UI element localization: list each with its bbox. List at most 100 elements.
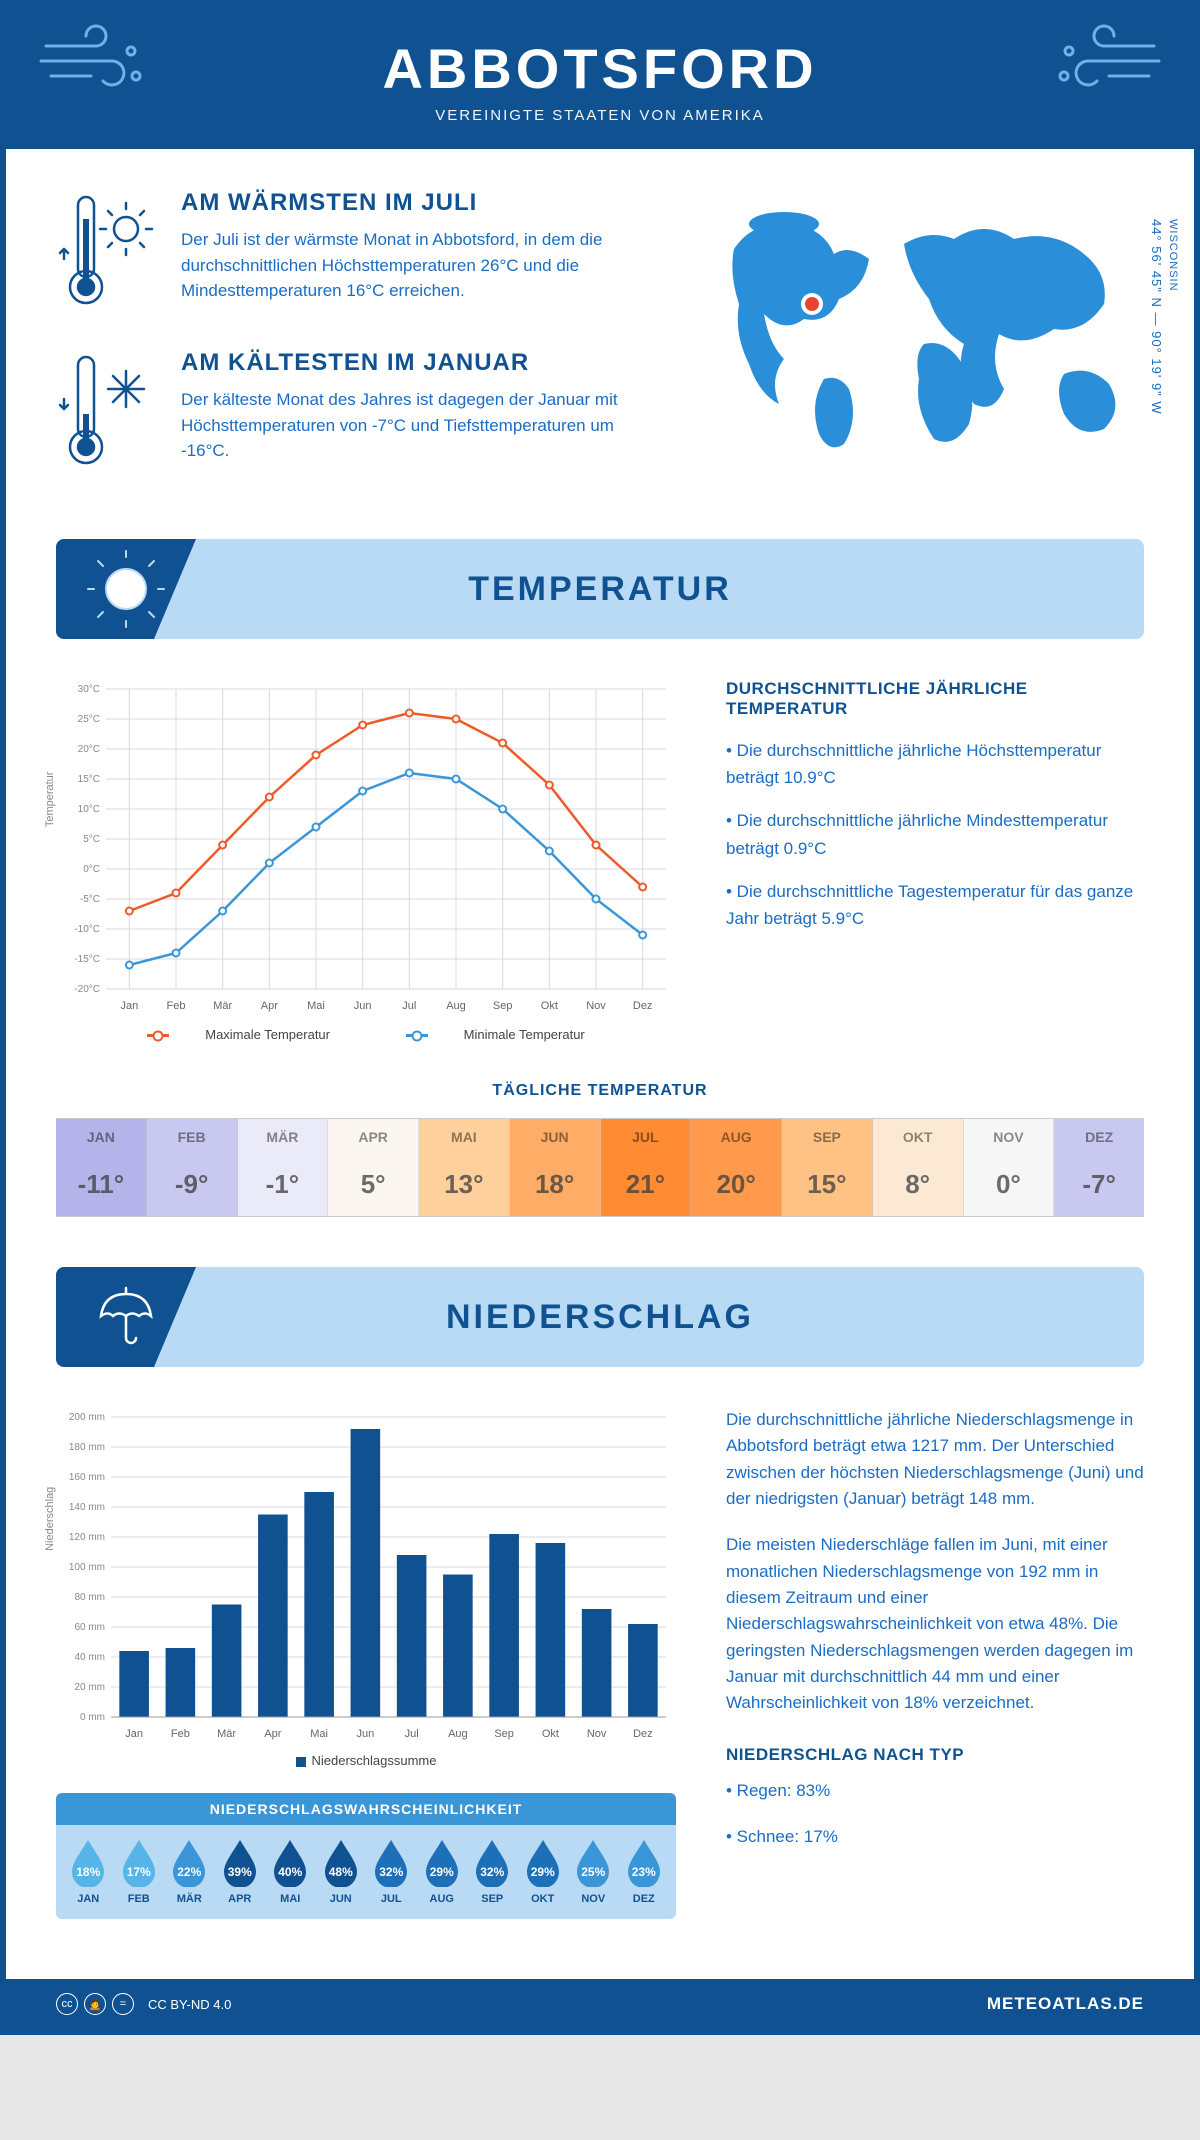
cc-icon: cc <box>56 1993 78 2015</box>
precip-title: NIEDERSCHLAG <box>56 1298 1144 1337</box>
raindrop-icon: 29% <box>422 1837 462 1887</box>
temp-legend: Maximale Temperatur Minimale Temperatur <box>56 1027 676 1042</box>
prob-value: 25% <box>573 1865 613 1879</box>
wind-icon <box>36 21 156 101</box>
svg-text:Aug: Aug <box>448 1728 468 1740</box>
svg-text:Okt: Okt <box>542 1728 559 1740</box>
daily-month: SEP <box>782 1119 872 1155</box>
prob-cell: 22% MÄR <box>165 1837 214 1905</box>
temperature-section-head: TEMPERATUR <box>56 539 1144 639</box>
warmest-text: Der Juli ist der wärmste Monat in Abbots… <box>181 227 664 304</box>
daily-cell: JUN18° <box>510 1119 601 1216</box>
svg-text:Okt: Okt <box>541 1000 558 1012</box>
svg-text:160 mm: 160 mm <box>69 1472 105 1483</box>
svg-text:-20°C: -20°C <box>74 984 100 995</box>
precip-para: Die durchschnittliche jährliche Niedersc… <box>726 1407 1144 1512</box>
svg-text:Jul: Jul <box>405 1728 419 1740</box>
region-label: WISCONSIN <box>1167 219 1179 292</box>
prob-month: MAI <box>266 1893 315 1905</box>
svg-text:Jun: Jun <box>354 1000 372 1012</box>
prob-cell: 23% DEZ <box>620 1837 669 1905</box>
temp-ylabel: Temperatur <box>44 772 56 828</box>
prob-cell: 18% JAN <box>64 1837 113 1905</box>
page-title: ABBOTSFORD <box>26 36 1174 101</box>
coldest-text: Der kälteste Monat des Jahres ist dagege… <box>181 387 664 464</box>
svg-text:10°C: 10°C <box>78 804 100 815</box>
svg-text:Sep: Sep <box>494 1728 514 1740</box>
svg-text:60 mm: 60 mm <box>74 1622 105 1633</box>
svg-text:25°C: 25°C <box>78 714 100 725</box>
prob-value: 29% <box>523 1865 563 1879</box>
prob-cell: 25% NOV <box>569 1837 618 1905</box>
daily-cell: JAN-11° <box>56 1119 147 1216</box>
daily-value: -7° <box>1054 1155 1144 1216</box>
precip-text: Die durchschnittliche jährliche Niedersc… <box>726 1407 1144 1919</box>
daily-value: -9° <box>147 1155 237 1216</box>
daily-cell: SEP15° <box>782 1119 873 1216</box>
raindrop-icon: 29% <box>523 1837 563 1887</box>
site-name: METEOATLAS.DE <box>987 1994 1144 2014</box>
daily-month: DEZ <box>1054 1119 1144 1155</box>
raindrop-icon: 32% <box>472 1837 512 1887</box>
daily-month: APR <box>328 1119 418 1155</box>
svg-text:-10°C: -10°C <box>74 924 100 935</box>
svg-text:20 mm: 20 mm <box>74 1682 105 1693</box>
footer: cc 🙍 = CC BY-ND 4.0 METEOATLAS.DE <box>6 1979 1194 2029</box>
raindrop-icon: 18% <box>68 1837 108 1887</box>
precip-probability-box: NIEDERSCHLAGSWAHRSCHEINLICHKEIT 18% JAN … <box>56 1793 676 1919</box>
precip-type-bullet: • Regen: 83% <box>726 1778 1144 1804</box>
svg-text:Dez: Dez <box>633 1728 653 1740</box>
prob-month: OKT <box>519 1893 568 1905</box>
thermometer-snow-icon <box>56 349 156 474</box>
prob-cell: 32% SEP <box>468 1837 517 1905</box>
temp-bullet: • Die durchschnittliche jährliche Mindes… <box>726 807 1144 861</box>
raindrop-icon: 22% <box>169 1837 209 1887</box>
temperature-chart: Temperatur -20°C-15°C-10°C-5°C0°C5°C10°C… <box>56 679 676 1042</box>
prob-cell: 29% OKT <box>519 1837 568 1905</box>
daily-value: 21° <box>601 1155 691 1216</box>
svg-text:15°C: 15°C <box>78 774 100 785</box>
raindrop-icon: 48% <box>321 1837 361 1887</box>
svg-text:80 mm: 80 mm <box>74 1592 105 1603</box>
coordinates: 44° 56' 45" N — 90° 19' 9" W <box>1149 219 1164 415</box>
prob-month: APR <box>216 1893 265 1905</box>
svg-text:Jul: Jul <box>402 1000 416 1012</box>
raindrop-icon: 25% <box>573 1837 613 1887</box>
svg-text:Mär: Mär <box>217 1728 236 1740</box>
precip-type-bullet: • Schnee: 17% <box>726 1824 1144 1850</box>
svg-text:0°C: 0°C <box>83 864 100 875</box>
prob-value: 18% <box>68 1865 108 1879</box>
intro-section: AM WÄRMSTEN IM JULI Der Juli ist der wär… <box>6 149 1194 539</box>
prob-title: NIEDERSCHLAGSWAHRSCHEINLICHKEIT <box>56 1793 676 1825</box>
svg-text:Feb: Feb <box>171 1728 190 1740</box>
prob-month: SEP <box>468 1893 517 1905</box>
prob-month: FEB <box>115 1893 164 1905</box>
svg-text:-15°C: -15°C <box>74 954 100 965</box>
nd-icon: = <box>112 1993 134 2015</box>
coldest-title: AM KÄLTESTEN IM JANUAR <box>181 349 664 377</box>
raindrop-icon: 40% <box>270 1837 310 1887</box>
precip-ylabel: Niederschlag <box>44 1487 56 1551</box>
prob-cell: 40% MAI <box>266 1837 315 1905</box>
daily-cell: MÄR-1° <box>238 1119 329 1216</box>
temperature-title: TEMPERATUR <box>56 570 1144 609</box>
coldest-block: AM KÄLTESTEN IM JANUAR Der kälteste Mona… <box>56 349 664 474</box>
umbrella-icon <box>56 1267 196 1367</box>
svg-text:0 mm: 0 mm <box>80 1712 105 1723</box>
temp-bullet: • Die durchschnittliche Tagestemperatur … <box>726 878 1144 932</box>
license: cc 🙍 = CC BY-ND 4.0 <box>56 1993 231 2015</box>
raindrop-icon: 17% <box>119 1837 159 1887</box>
svg-text:Sep: Sep <box>493 1000 513 1012</box>
precip-chart: Niederschlag 0 mm20 mm40 mm60 mm80 mm100… <box>56 1407 676 1747</box>
thermometer-sun-icon <box>56 189 156 314</box>
svg-text:180 mm: 180 mm <box>69 1442 105 1453</box>
prob-month: AUG <box>418 1893 467 1905</box>
by-icon: 🙍 <box>84 1993 106 2015</box>
svg-text:Feb: Feb <box>167 1000 186 1012</box>
prob-month: NOV <box>569 1893 618 1905</box>
prob-value: 48% <box>321 1865 361 1879</box>
prob-value: 29% <box>422 1865 462 1879</box>
daily-month: JUN <box>510 1119 600 1155</box>
temp-chart-svg: -20°C-15°C-10°C-5°C0°C5°C10°C15°C20°C25°… <box>56 679 676 1019</box>
svg-text:200 mm: 200 mm <box>69 1412 105 1423</box>
